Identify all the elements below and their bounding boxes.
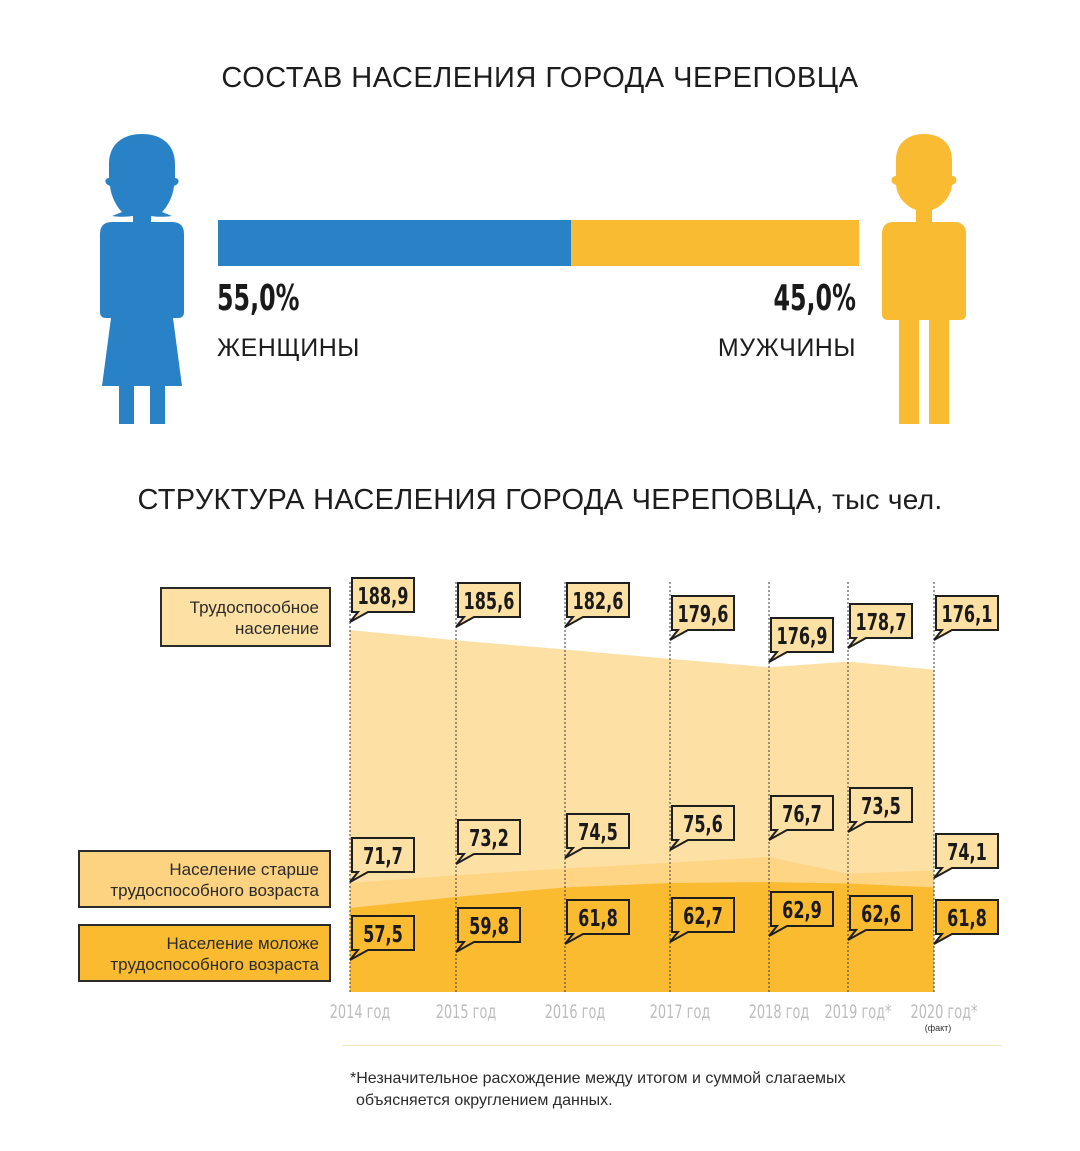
value-callout-box xyxy=(847,895,913,941)
legend-older-line2: трудоспособного возраста xyxy=(110,881,319,900)
year-label: 2016 год xyxy=(545,1000,606,1022)
value-label: 61,8 xyxy=(578,905,618,932)
gender-title: СОСТАВ НАСЕЛЕНИЯ ГОРОДА ЧЕРЕПОВЦА xyxy=(221,62,859,94)
year-label: 2014 год xyxy=(330,1000,391,1022)
value-callout: 74,5 xyxy=(564,813,630,859)
value-callout-box xyxy=(455,582,521,628)
value-callout: 176,1 xyxy=(933,595,999,641)
value-callout-box xyxy=(455,907,521,953)
value-label: 178,7 xyxy=(856,609,907,636)
legend-working-age-line2: население xyxy=(235,619,319,638)
men-percent: 45,0% xyxy=(773,278,856,319)
value-label: 185,6 xyxy=(464,588,515,615)
value-label: 75,6 xyxy=(683,811,723,838)
year-label: 2015 год xyxy=(436,1000,497,1022)
value-callout: 179,6 xyxy=(669,595,735,641)
men-label: МУЖЧИНЫ xyxy=(717,334,856,362)
value-callout-box xyxy=(564,582,630,628)
legend-working-age-line1: Трудоспособное xyxy=(189,598,319,617)
legend-younger: Население моложе трудоспособного возраст… xyxy=(78,924,331,982)
value-callout: 62,6 xyxy=(847,895,913,941)
men-share-bar xyxy=(570,220,859,266)
value-callout: 62,7 xyxy=(669,897,735,943)
value-label: 74,5 xyxy=(578,819,618,846)
value-label: 73,5 xyxy=(861,793,901,820)
value-callout: 176,9 xyxy=(768,617,834,663)
value-callout: 76,7 xyxy=(768,795,834,841)
legend-working-age: Трудоспособное население xyxy=(160,587,331,647)
year-label: 2017 год xyxy=(650,1000,711,1022)
footnote: *Незначительное расхождение между итогом… xyxy=(350,1068,846,1112)
value-callout-box xyxy=(847,787,913,833)
value-callout: 185,6 xyxy=(455,582,521,628)
value-callout-box xyxy=(768,891,834,937)
man-icon xyxy=(882,134,966,424)
value-callout: 61,8 xyxy=(564,899,630,945)
value-label: 71,7 xyxy=(363,843,403,870)
value-callout-box xyxy=(669,897,735,943)
value-label: 179,6 xyxy=(678,601,729,628)
value-callout: 188,9 xyxy=(349,577,415,623)
value-callout: 57,5 xyxy=(349,915,415,961)
value-label: 61,8 xyxy=(947,905,987,932)
value-label: 62,7 xyxy=(683,903,723,930)
value-callout: 59,8 xyxy=(455,907,521,953)
structure-title: СТРУКТУРА НАСЕЛЕНИЯ ГОРОДА ЧЕРЕПОВЦА, ты… xyxy=(0,484,1080,517)
woman-icon xyxy=(100,134,184,424)
value-callout-box xyxy=(669,595,735,641)
year-label: 2020 год* xyxy=(910,1000,977,1022)
legend-older-line1: Население старше xyxy=(169,860,319,879)
value-callout-box xyxy=(768,795,834,841)
value-callout: 71,7 xyxy=(349,837,415,883)
value-callout-box xyxy=(349,915,415,961)
value-callout-box xyxy=(455,819,521,865)
value-callout: 73,2 xyxy=(455,819,521,865)
footnote-divider xyxy=(342,1045,1002,1046)
value-label: 73,2 xyxy=(469,825,509,852)
year-label: 2019 год* xyxy=(824,1000,891,1022)
footnote-line2: объясняется округлением данных. xyxy=(356,1092,613,1109)
value-callout: 61,8 xyxy=(933,899,999,945)
women-share-bar xyxy=(218,220,571,266)
value-label: 176,9 xyxy=(777,623,828,650)
structure-title-text: СТРУКТУРА НАСЕЛЕНИЯ ГОРОДА ЧЕРЕПОВЦА, xyxy=(137,484,824,516)
value-callout-box xyxy=(669,805,735,851)
women-percent: 55,0% xyxy=(217,278,300,319)
value-label: 62,6 xyxy=(861,901,901,928)
value-label: 76,7 xyxy=(782,801,822,828)
value-callout: 182,6 xyxy=(564,582,630,628)
legend-younger-line1: Население моложе xyxy=(166,934,319,953)
women-label: ЖЕНЩИНЫ xyxy=(217,334,360,362)
year-label: 2018 год xyxy=(749,1000,810,1022)
value-callout: 178,7 xyxy=(847,603,913,649)
value-callout: 62,9 xyxy=(768,891,834,937)
legend-older: Население старше трудоспособного возраст… xyxy=(78,850,331,908)
value-callout: 75,6 xyxy=(669,805,735,851)
value-label: 74,1 xyxy=(947,839,987,866)
value-label: 176,1 xyxy=(942,601,993,628)
footnote-line1: *Незначительное расхождение между итогом… xyxy=(350,1070,846,1087)
value-label: 182,6 xyxy=(573,588,624,615)
value-label: 62,9 xyxy=(782,897,822,924)
structure-unit: тыс чел. xyxy=(831,484,943,515)
value-callout-box xyxy=(933,595,999,641)
year-note: (факт) xyxy=(925,1023,952,1033)
value-callout: 73,5 xyxy=(847,787,913,833)
value-callout-box xyxy=(564,813,630,859)
value-callout-box xyxy=(933,833,999,879)
value-callout-box xyxy=(349,837,415,883)
value-label: 57,5 xyxy=(363,921,403,948)
value-label: 188,9 xyxy=(358,583,409,610)
value-callout-box xyxy=(933,899,999,945)
legend-younger-line2: трудоспособного возраста xyxy=(110,955,319,974)
value-callout-box xyxy=(768,617,834,663)
value-label: 59,8 xyxy=(469,913,509,940)
value-callout-box xyxy=(564,899,630,945)
value-callout: 74,1 xyxy=(933,833,999,879)
value-callout-box xyxy=(847,603,913,649)
value-callout-box xyxy=(349,577,415,623)
